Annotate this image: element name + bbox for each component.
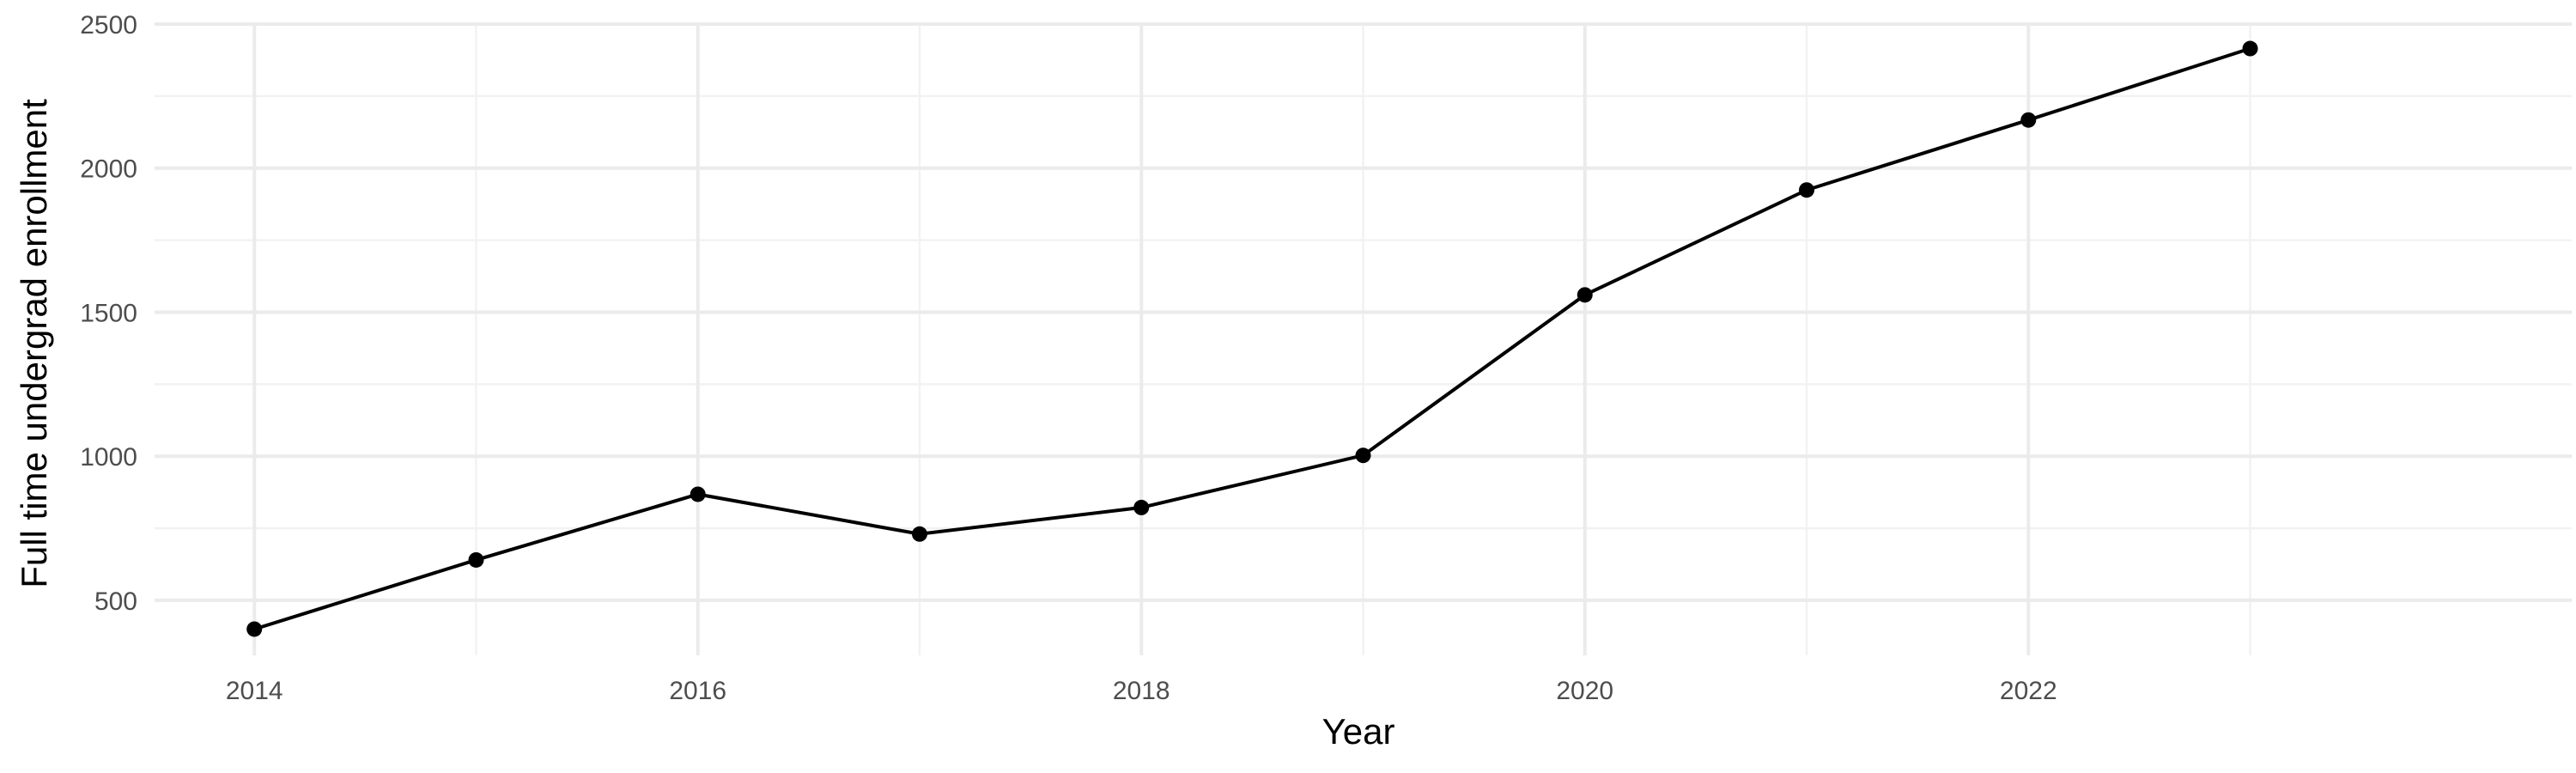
series-line	[253, 46, 2251, 631]
data-point	[2242, 40, 2258, 57]
y-axis-ticks: 500 1000 1500 2000 2500	[80, 11, 137, 616]
y-tick-label: 1500	[80, 299, 137, 327]
data-point	[1133, 499, 1150, 515]
x-tick-label: 2020	[1556, 677, 1613, 705]
y-axis-title: Full time undergrad enrollment	[14, 99, 54, 588]
x-tick-label: 2016	[669, 677, 726, 705]
y-tick-label: 2500	[80, 11, 137, 40]
y-tick-label: 500	[94, 587, 137, 616]
x-axis-title: Year	[1322, 711, 1395, 752]
y-tick-label: 2000	[80, 155, 137, 184]
grid-lines	[155, 22, 2572, 655]
data-point	[2020, 112, 2037, 128]
x-axis-ticks: 2014 2016 2018 2020 2022	[226, 677, 2057, 705]
data-point	[911, 526, 927, 542]
data-series	[246, 40, 2258, 637]
x-tick-label: 2018	[1113, 677, 1170, 705]
data-point	[1577, 287, 1593, 303]
y-tick-label: 1000	[80, 443, 137, 472]
data-point	[1799, 182, 1815, 198]
data-point	[246, 621, 263, 637]
x-tick-label: 2022	[2000, 677, 2057, 705]
data-point	[1355, 447, 1371, 464]
data-point	[690, 486, 706, 502]
x-tick-label: 2014	[226, 677, 283, 705]
data-point	[468, 551, 484, 568]
